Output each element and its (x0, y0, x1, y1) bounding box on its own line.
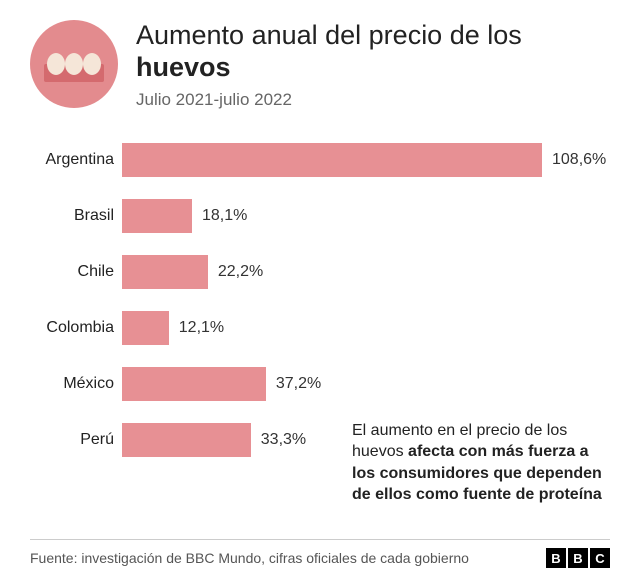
country-label: Colombia (30, 319, 122, 337)
country-label: México (30, 375, 122, 393)
bar (122, 367, 266, 401)
bar (122, 143, 542, 177)
bar-value-label: 18,1% (202, 207, 247, 225)
country-label: Argentina (30, 151, 122, 169)
title-pre: Aumento anual del precio de los (136, 20, 522, 50)
bar-area: 108,6% (122, 141, 610, 179)
annotation-text: El aumento en el precio de los huevos af… (352, 420, 612, 506)
bar-row: Argentina 108,6% (30, 141, 610, 179)
bar (122, 199, 192, 233)
bar-value-label: 22,2% (218, 263, 263, 281)
bar-value-label: 12,1% (179, 319, 224, 337)
bar-row: México 37,2% (30, 365, 610, 403)
chart-subtitle: Julio 2021-julio 2022 (136, 90, 610, 110)
bar-value-label: 33,3% (261, 431, 306, 449)
country-label: Chile (30, 263, 122, 281)
bar-value-label: 108,6% (552, 151, 606, 169)
bar-area: 37,2% (122, 365, 610, 403)
bar-row: Brasil 18,1% (30, 197, 610, 235)
bar-area: 22,2% (122, 253, 610, 291)
title-block: Aumento anual del precio de los huevos J… (136, 20, 610, 110)
country-label: Brasil (30, 207, 122, 225)
bar (122, 311, 169, 345)
chart-title: Aumento anual del precio de los huevos (136, 20, 610, 84)
bar-row: Chile 22,2% (30, 253, 610, 291)
country-label: Perú (30, 431, 122, 449)
bar-chart: Argentina 108,6% Brasil 18,1% Chile 22,2% Colo… (30, 141, 610, 459)
bar-row: Colombia 12,1% (30, 309, 610, 347)
header: Aumento anual del precio de los huevos J… (30, 20, 610, 113)
bbc-logo: B B C (546, 548, 610, 568)
bar (122, 255, 208, 289)
source-text: Fuente: investigación de BBC Mundo, cifr… (30, 550, 469, 566)
bbc-logo-b1: B (546, 548, 566, 568)
footer: Fuente: investigación de BBC Mundo, cifr… (30, 539, 610, 568)
bbc-logo-b2: B (568, 548, 588, 568)
bar-area: 12,1% (122, 309, 610, 347)
title-bold: huevos (136, 52, 231, 82)
bar (122, 423, 251, 457)
bbc-logo-c: C (590, 548, 610, 568)
eggs-icon (30, 20, 118, 113)
bar-value-label: 37,2% (276, 375, 321, 393)
chart-container: Aumento anual del precio de los huevos J… (0, 0, 640, 582)
bar-area: 18,1% (122, 197, 610, 235)
